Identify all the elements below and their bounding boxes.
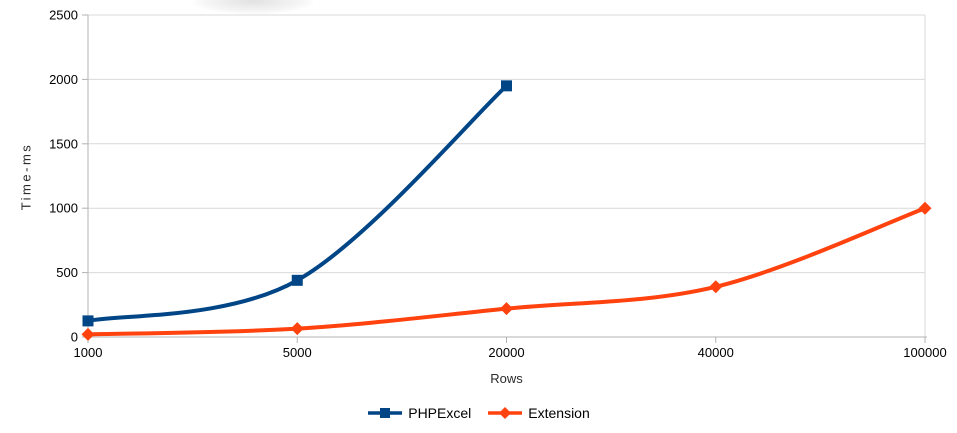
y-tick-label: 2500 [49, 8, 78, 23]
y-tick-label: 0 [71, 330, 78, 345]
legend-label: PHPExcel [408, 405, 472, 421]
y-tick-label: 1500 [49, 136, 78, 151]
data-point-marker-extension [918, 201, 932, 215]
x-tick-label: 5000 [283, 345, 312, 360]
series-line-extension [86, 206, 927, 337]
data-point-marker-phpexcel [501, 80, 512, 92]
x-tick-label: 40000 [698, 345, 734, 360]
legend-label: Extension [528, 405, 590, 421]
data-point-marker-extension [290, 322, 304, 336]
x-tick-label: 1000 [74, 345, 103, 360]
y-axis-title: Time-ms [18, 142, 34, 211]
chart-legend: PHPExcel Extension [0, 405, 957, 421]
legend-item-extension: Extension [487, 405, 590, 421]
legend-item-phpexcel: PHPExcel [367, 405, 471, 421]
data-point-marker-phpexcel [291, 274, 303, 286]
series-line-phpexcel [86, 83, 509, 323]
y-tick-label: 1000 [49, 201, 78, 216]
data-point-marker-extension [81, 327, 95, 341]
x-axis-title: Rows [490, 371, 523, 386]
y-tick-label: 2000 [49, 72, 78, 87]
x-tick-label: 100000 [903, 345, 946, 360]
data-point-marker-phpexcel [82, 315, 94, 327]
legend-swatch-diamond-icon [488, 407, 523, 419]
data-point-marker-extension [709, 280, 723, 294]
x-tick-label: 20000 [488, 345, 524, 360]
data-point-marker-extension [500, 302, 513, 316]
legend-swatch-square-icon [368, 408, 403, 418]
y-tick-label: 500 [56, 265, 78, 280]
